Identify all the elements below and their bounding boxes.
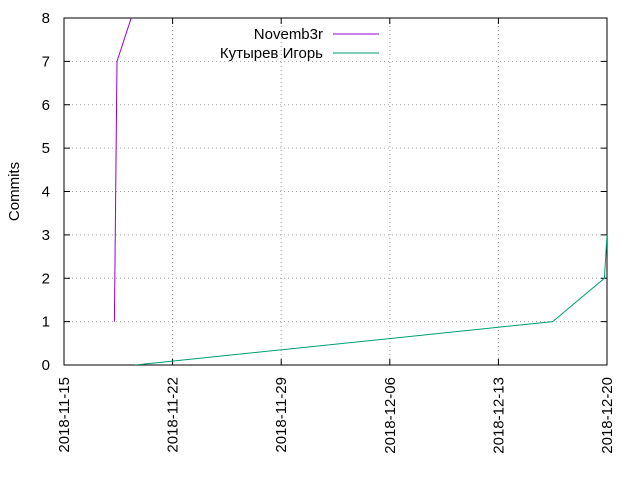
y-tick-label: 6 [42,97,50,114]
plot-frame [63,17,608,366]
x-tick-label: 2018-11-29 [273,377,290,453]
legend: Novemb3r Кутырев Игорь [220,26,379,62]
legend-label: Кутырев Игорь [220,45,323,62]
y-tick-label: 2 [42,270,50,287]
grid-lines [64,18,607,365]
y-tick-label: 1 [42,314,50,331]
y-tick-label: 4 [42,184,50,201]
x-tick-label: 2018-11-22 [165,377,182,453]
y-tick-label: 5 [42,140,50,157]
series-lines [113,18,607,365]
x-tick-label: 2018-12-06 [382,377,399,454]
y-axis-title: Commits [6,162,23,221]
y-tick-label: 7 [42,53,50,70]
series-line-1 [113,18,132,322]
y-tick-label: 8 [42,10,50,27]
axis-ticks: 0 1 2 3 4 5 6 7 8 2018-11-15 2018-11-22 2018-11-29 2… [42,10,616,454]
x-tick-label: 2018-12-13 [490,377,507,454]
y-tick-label: 0 [42,357,50,374]
y-tick-label: 3 [42,227,50,244]
x-tick-label: 2018-11-15 [56,377,73,453]
x-tick-label: 2018-12-20 [599,377,616,454]
series-line-2 [135,234,607,365]
legend-label: Novemb3r [254,26,323,43]
